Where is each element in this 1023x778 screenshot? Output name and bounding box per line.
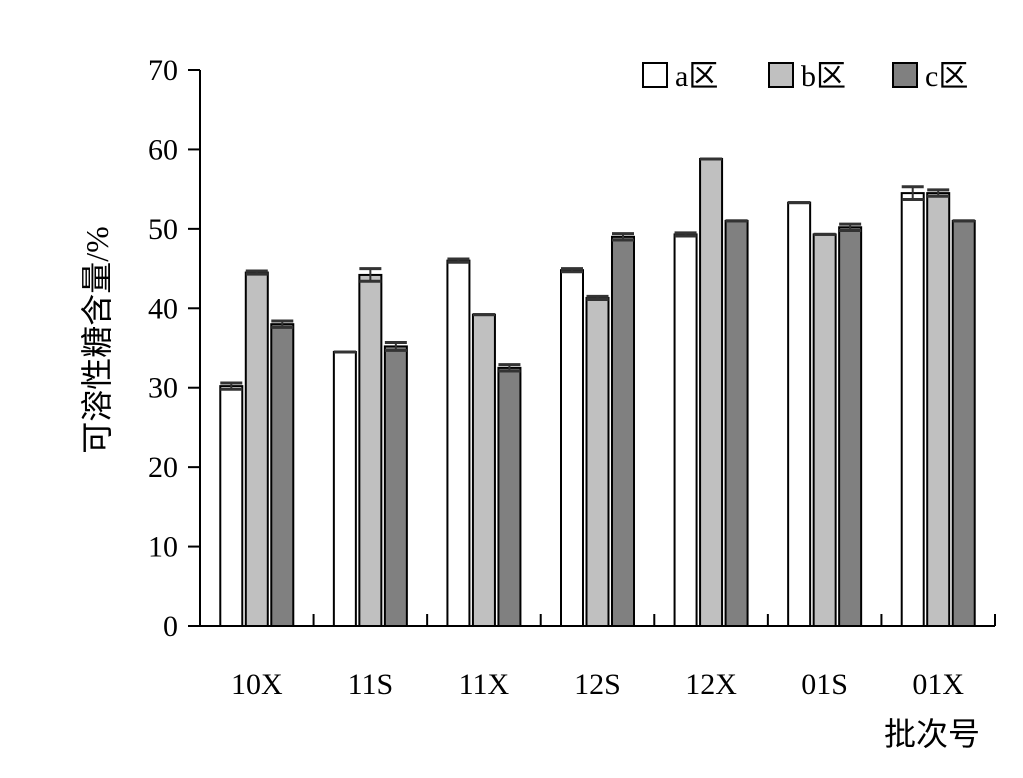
y-tick-label: 40	[148, 292, 178, 325]
bar-c区-01S	[838, 226, 863, 627]
bar-b区-01X	[926, 192, 951, 627]
plot-area	[219, 157, 976, 628]
bar-c区-10X	[270, 323, 295, 627]
legend-swatch	[642, 62, 668, 88]
axes: 0 10 20 30 40 50 60 70 10X 11S 11X 12S 12X 01S 01X	[148, 54, 996, 701]
y-tick-label: 60	[148, 133, 178, 166]
y-tick-label: 50	[148, 213, 178, 246]
bar-a区-01X	[900, 192, 925, 627]
legend-swatch	[768, 62, 794, 88]
error-bar-c区-12S	[612, 232, 634, 242]
y-tick-label: 10	[148, 531, 178, 564]
error-bar-c区-11X	[498, 363, 521, 373]
x-tick-label-01S: 01S	[801, 668, 848, 701]
x-tick-label-11S: 11S	[348, 668, 394, 701]
x-tick-label-12S: 12S	[574, 668, 621, 701]
error-bar-c区-10X	[271, 319, 294, 329]
error-bar-b区-11S	[359, 267, 382, 283]
x-tick-label-12X: 12X	[685, 668, 737, 701]
error-bar-b区-10X	[245, 269, 268, 276]
error-bar-c区-11S	[384, 340, 407, 352]
legend-swatch	[892, 62, 918, 88]
bar-c区-12X	[724, 219, 749, 628]
bar-a区-11S	[332, 350, 357, 627]
error-bar-a区-12X	[674, 231, 697, 238]
error-bar-b区-01X	[927, 188, 950, 198]
bar-a区-10X	[219, 385, 244, 627]
y-tick-label: 70	[148, 54, 178, 87]
bar-a区-11X	[446, 259, 471, 627]
bar-c区-01X	[951, 219, 976, 628]
bar-b区-10X	[244, 271, 269, 627]
legend-item-a区: a区	[642, 60, 718, 93]
legend-item-c区: c区	[892, 60, 968, 93]
bar-b区-12X	[699, 157, 724, 628]
bar-a区-12X	[673, 233, 698, 627]
bar-b区-11X	[471, 313, 496, 627]
y-tick-label: 0	[163, 610, 178, 643]
error-bar-a区-01X	[901, 185, 924, 201]
bar-a区-01S	[787, 201, 812, 627]
y-tick-label: 20	[148, 451, 178, 484]
bar-c区-12S	[611, 235, 635, 628]
legend-label: a区	[675, 60, 718, 93]
error-bar-a区-10X	[220, 381, 243, 391]
bar-c区-11X	[497, 366, 522, 627]
bar-b区-11S	[358, 273, 383, 627]
bar-a区-12S	[560, 269, 584, 627]
error-bar-c区-01S	[839, 222, 862, 232]
error-bar-a区-12S	[561, 267, 583, 274]
error-bar-b区-12S	[586, 294, 609, 302]
legend-label: c区	[925, 60, 968, 93]
y-axis-title: 可溶性糖含量/%	[79, 226, 115, 454]
x-tick-label-01X: 01X	[912, 668, 964, 701]
x-axis-title: 批次号	[884, 716, 980, 752]
y-tick-label: 30	[148, 372, 178, 405]
legend-item-b区: b区	[768, 60, 846, 93]
error-bar-a区-11X	[447, 257, 470, 264]
x-tick-label-11X: 11X	[459, 668, 510, 701]
bar-b区-12S	[585, 296, 610, 627]
bar-b区-01S	[812, 233, 837, 627]
x-tick-label-10X: 10X	[231, 668, 283, 701]
legend: a区 b区 c区	[642, 60, 968, 93]
bar-c区-11S	[383, 345, 408, 627]
legend-label: b区	[801, 60, 846, 93]
